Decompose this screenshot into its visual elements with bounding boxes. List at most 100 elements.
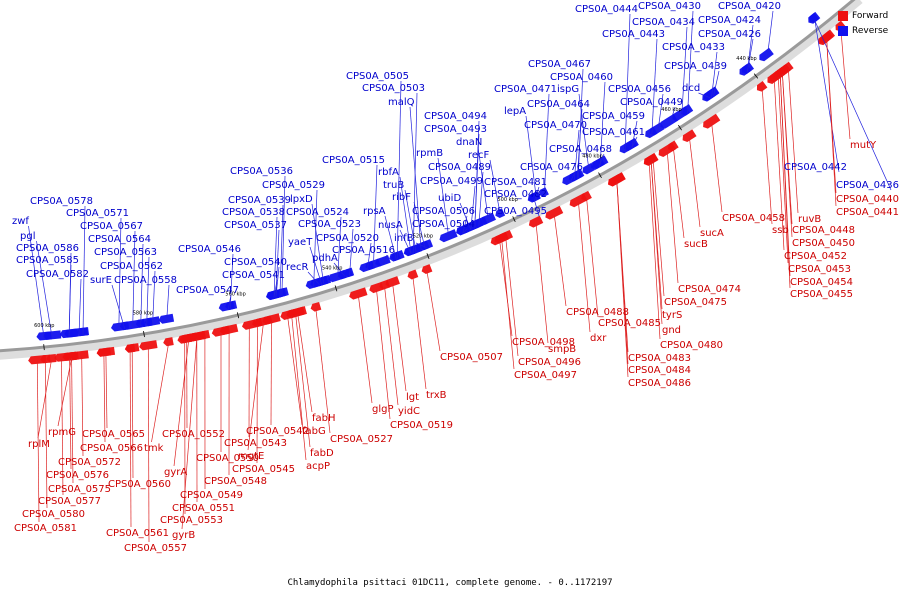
gene-line <box>631 136 638 148</box>
gene-line <box>415 242 428 249</box>
gene-line <box>462 215 468 234</box>
gene-label-cps0a-0553: CPS0A_0553 <box>160 515 223 526</box>
gene-label-cps0a-0433: CPS0A_0433 <box>662 42 725 53</box>
gene-line <box>367 242 372 270</box>
gene-line <box>68 264 72 337</box>
gene-line <box>295 314 311 448</box>
scale-tick <box>43 344 45 351</box>
forward-gene-arrow <box>252 317 263 328</box>
gene-label-cps0a-0474: CPS0A_0474 <box>678 284 741 295</box>
forward-gene-arrow <box>124 343 136 353</box>
gene-line <box>173 340 190 467</box>
gene-line <box>287 317 303 426</box>
forward-gene-arrow <box>369 281 384 294</box>
gene-label-cps0a-0527: CPS0A_0527 <box>330 434 393 445</box>
gene-label-yaet: yaeT <box>288 237 313 248</box>
gene-line <box>399 229 412 255</box>
gene-label-cps0a-0460: CPS0A_0460 <box>550 72 613 83</box>
gene-label-tyrs: tyrS <box>662 310 682 321</box>
gene-line <box>131 350 134 479</box>
gene-label-cps0a-0467: CPS0A_0467 <box>528 59 591 70</box>
gene-label-fabd: fabD <box>310 448 334 459</box>
gene-label-ruvb: ruvB <box>798 214 821 225</box>
gene-line <box>573 129 580 181</box>
gene-line <box>586 198 599 318</box>
gene-label-cps0a-0426: CPS0A_0426 <box>698 29 761 40</box>
scale-tick-label: 500 kbp <box>498 197 518 203</box>
reverse-gene-arrow <box>739 62 755 76</box>
gene-line <box>652 160 665 297</box>
gene-label-cps0a-0546: CPS0A_0546 <box>178 244 241 255</box>
forward-label-lines <box>36 28 851 543</box>
gene-line <box>28 225 45 340</box>
gene-line <box>777 76 789 264</box>
forward-gene-arrow <box>545 205 564 220</box>
gene-line <box>413 201 426 249</box>
gene-label-rpmb: rpmB <box>416 148 443 159</box>
forward-gene-arrow <box>54 352 69 362</box>
gene-label-cps0a-0443: CPS0A_0443 <box>602 29 665 40</box>
reverse-gene-arrow <box>310 275 329 288</box>
gene-line <box>273 216 278 299</box>
gene-label-cps0a-0520: CPS0A_0520 <box>316 233 379 244</box>
gene-line <box>462 228 468 234</box>
gene-line <box>477 146 490 222</box>
gene-label-cps0a-0581: CPS0A_0581 <box>14 523 77 534</box>
reverse-gene-arrow <box>218 300 238 312</box>
gene-line <box>349 228 354 276</box>
gene-label-cps0a-0578: CPS0A_0578 <box>30 196 93 207</box>
gene-label-cps0a-0586: CPS0A_0586 <box>16 243 79 254</box>
scale-tick <box>143 331 145 338</box>
gene-line <box>140 243 144 327</box>
gene-line <box>773 79 785 251</box>
gene-label-cps0a-0551: CPS0A_0551 <box>172 503 235 514</box>
gene-label-cps0a-0543: CPS0A_0543 <box>224 438 287 449</box>
gene-line <box>666 152 679 284</box>
gene-label-cps0a-0582: CPS0A_0582 <box>26 269 89 280</box>
gene-line <box>651 38 658 136</box>
forward-gene-arrow <box>421 264 433 275</box>
gene-line <box>599 81 606 167</box>
gene-label-gyrb: gyrB <box>172 530 195 541</box>
scale-tick-label: 520 kbp <box>413 233 433 239</box>
forward-gene-arrow <box>756 81 768 92</box>
gene-line <box>478 171 484 227</box>
legend-reverse: Reverse <box>838 23 900 38</box>
gene-line <box>81 357 84 457</box>
gene-label-cps0a-0504: CPS0A_0504 <box>412 219 475 230</box>
scale-tick-label: 440 kbp <box>736 56 756 62</box>
gene-label-cps0a-0557: CPS0A_0557 <box>124 543 187 554</box>
gene-line <box>624 13 631 152</box>
gene-label-cps0a-0566: CPS0A_0566 <box>80 443 143 454</box>
gene-line <box>501 240 515 370</box>
gene-line <box>36 361 40 523</box>
gene-label-cps0a-0516: CPS0A_0516 <box>332 245 395 256</box>
gene-label-cps0a-0576: CPS0A_0576 <box>46 470 109 481</box>
forward-gene-arrows <box>28 20 847 365</box>
gene-label-cps0a-0496: CPS0A_0496 <box>518 357 581 368</box>
gene-line <box>313 189 318 287</box>
forward-swatch <box>838 10 848 21</box>
gene-line <box>698 92 711 99</box>
gene-label-cps0a-0572: CPS0A_0572 <box>58 457 121 468</box>
gene-line <box>315 309 331 434</box>
scale-tick-label: 600 kbp <box>34 323 54 329</box>
scale-tick-label: 460 kbp <box>661 107 681 113</box>
reverse-gene-arrow <box>267 289 281 300</box>
forward-gene-arrow <box>703 113 721 129</box>
gene-line <box>782 73 793 238</box>
gene-line <box>576 108 583 179</box>
gene-label-cps0a-0494: CPS0A_0494 <box>424 111 487 122</box>
gene-label-infb: infB <box>394 233 414 244</box>
gene-label-recr: recR <box>286 262 309 273</box>
forward-gene-arrow <box>28 355 47 365</box>
gene-line <box>376 289 391 420</box>
gene-label-cps0a-0482: CPS0A_0482 <box>484 189 547 200</box>
gene-line <box>337 216 342 280</box>
gene-line <box>384 215 397 260</box>
gene-line <box>166 284 170 323</box>
scale-tick <box>753 73 759 79</box>
gene-label-cps0a-0476: CPS0A_0476 <box>520 162 583 173</box>
